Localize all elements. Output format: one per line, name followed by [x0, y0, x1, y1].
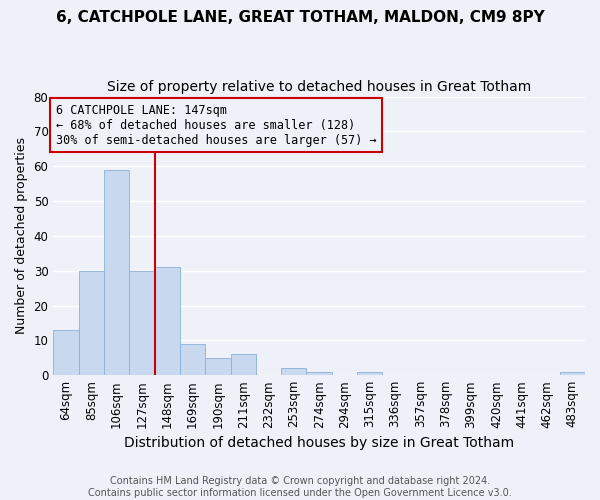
- Bar: [307, 372, 332, 375]
- Title: Size of property relative to detached houses in Great Totham: Size of property relative to detached ho…: [107, 80, 531, 94]
- Bar: [230, 354, 256, 375]
- Y-axis label: Number of detached properties: Number of detached properties: [15, 138, 28, 334]
- Text: 6 CATCHPOLE LANE: 147sqm
← 68% of detached houses are smaller (128)
30% of semi-: 6 CATCHPOLE LANE: 147sqm ← 68% of detach…: [56, 104, 377, 146]
- X-axis label: Distribution of detached houses by size in Great Totham: Distribution of detached houses by size …: [124, 436, 514, 450]
- Bar: [155, 267, 180, 375]
- Text: Contains HM Land Registry data © Crown copyright and database right 2024.
Contai: Contains HM Land Registry data © Crown c…: [88, 476, 512, 498]
- Bar: [560, 372, 585, 375]
- Bar: [281, 368, 307, 375]
- Bar: [79, 270, 104, 375]
- Bar: [129, 270, 155, 375]
- Bar: [104, 170, 129, 375]
- Bar: [180, 344, 205, 375]
- Bar: [53, 330, 79, 375]
- Text: 6, CATCHPOLE LANE, GREAT TOTHAM, MALDON, CM9 8PY: 6, CATCHPOLE LANE, GREAT TOTHAM, MALDON,…: [56, 10, 544, 25]
- Bar: [357, 372, 382, 375]
- Bar: [205, 358, 230, 375]
